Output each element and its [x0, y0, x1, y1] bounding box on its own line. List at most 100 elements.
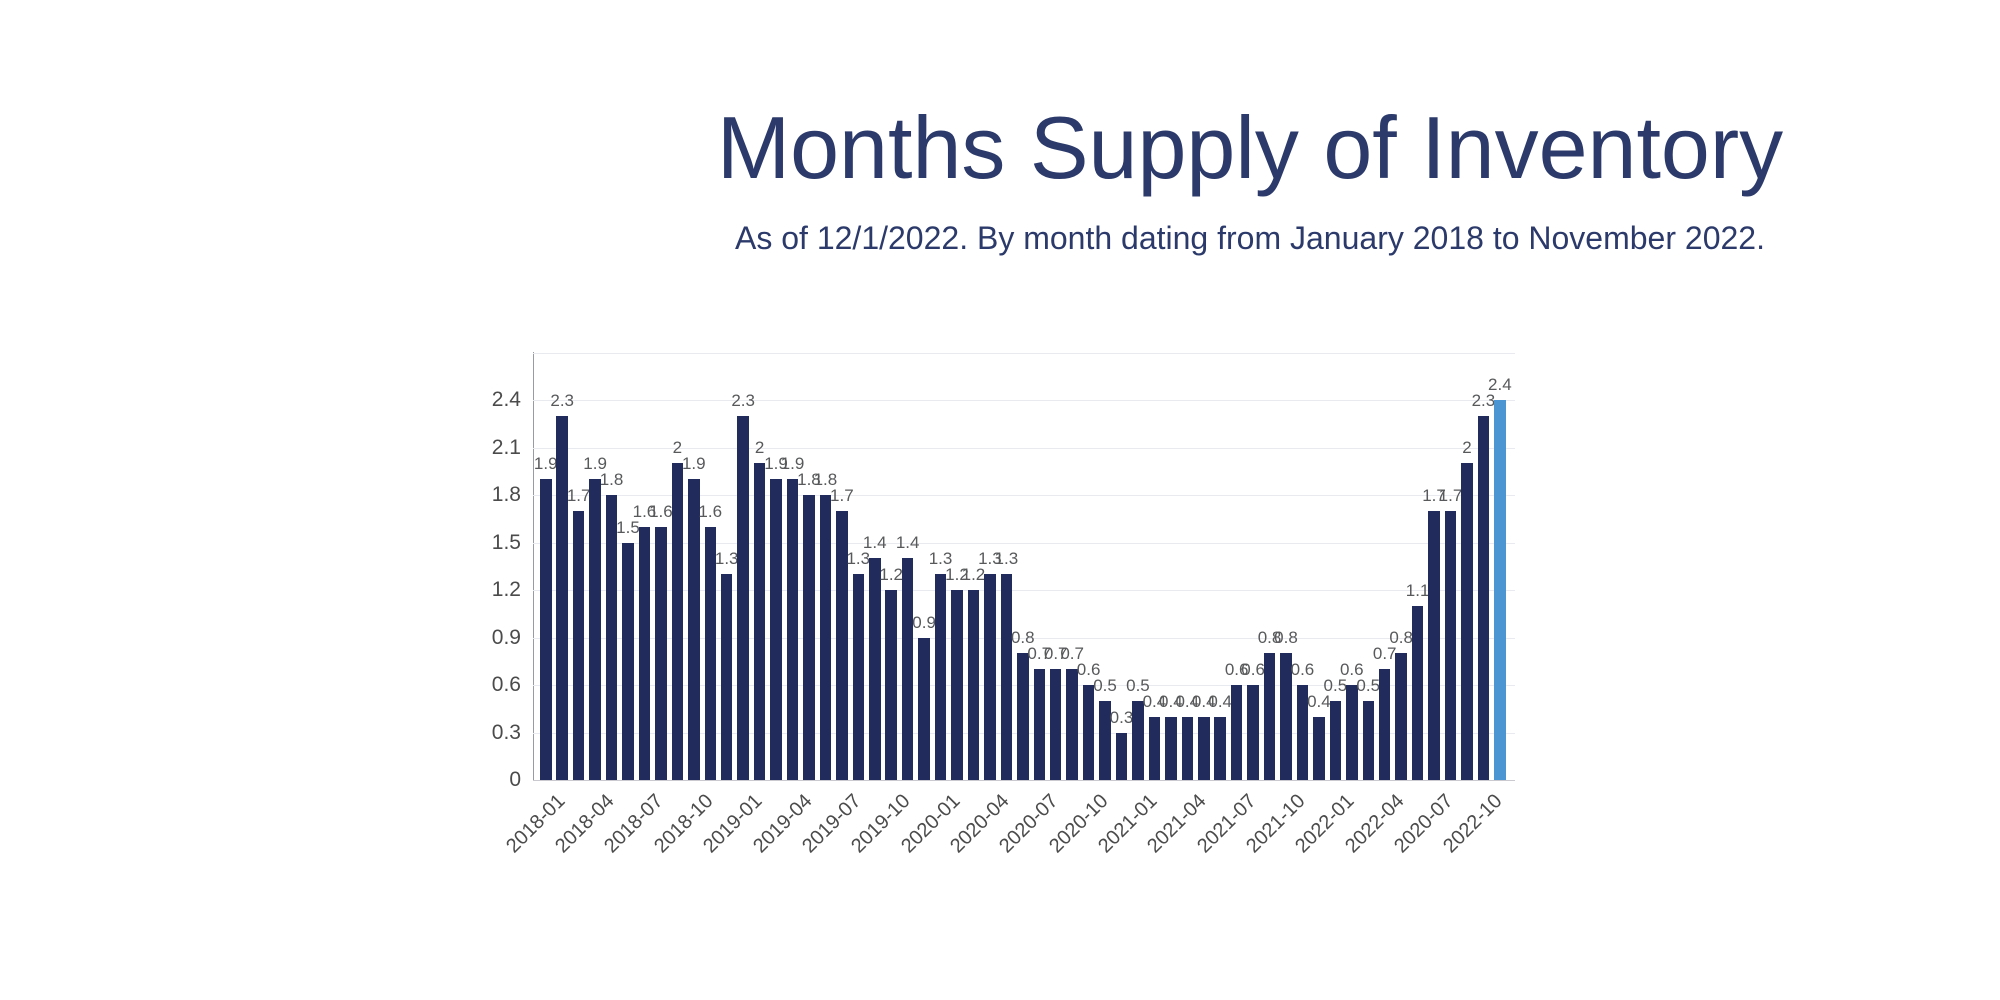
bar — [1066, 669, 1078, 780]
bar-value-label: 1.7 — [1438, 485, 1463, 505]
bar-value-label: 1.3 — [714, 549, 739, 569]
bar-value-label: 2 — [754, 438, 765, 458]
bar — [1099, 700, 1111, 780]
bar-value-label: 0.5 — [1323, 675, 1348, 695]
gridline — [533, 352, 1515, 354]
bar-value-label: 1.2 — [945, 565, 969, 584]
bar-value-label: 0.5 — [1093, 675, 1117, 695]
bar — [556, 415, 568, 780]
bar — [638, 526, 651, 780]
bar — [1082, 685, 1095, 780]
bar — [1411, 605, 1424, 780]
bar-value-label: 0.8 — [1010, 628, 1035, 648]
bar — [786, 479, 799, 780]
bar-value-label: 1.4 — [895, 533, 920, 553]
bar — [1494, 400, 1506, 780]
bar-value-label: 0.4 — [1142, 691, 1167, 711]
gridline — [533, 447, 1515, 449]
gridline — [533, 495, 1515, 496]
bar — [984, 574, 996, 780]
bar — [1428, 510, 1440, 780]
y-axis-tick-label: 1.2 — [491, 578, 521, 601]
bar — [572, 510, 585, 780]
bar-value-label: 0.4 — [1307, 691, 1331, 711]
bar-value-label: 1.7 — [566, 485, 591, 505]
bar-value-label: 0.5 — [1126, 675, 1150, 695]
bar-value-label: 0.4 — [1159, 691, 1183, 711]
bar — [951, 590, 963, 780]
bar — [1115, 732, 1128, 780]
bar-value-label: 1.9 — [780, 454, 805, 474]
bar — [770, 479, 782, 780]
bar — [1165, 716, 1177, 780]
bar-value-label: 0.7 — [1043, 644, 1068, 664]
bar-value-label: 1.2 — [961, 565, 986, 584]
bar — [1444, 510, 1457, 780]
bar-value-label: 1.8 — [599, 470, 624, 489]
bar-value-label: 1.9 — [533, 454, 558, 474]
bar-value-label: 0.6 — [1290, 660, 1315, 679]
y-axis-tick-label: 2.1 — [491, 435, 521, 459]
bar-value-label: 2 — [1462, 438, 1472, 458]
bar — [1049, 669, 1062, 780]
gridline — [533, 637, 1515, 639]
bar — [869, 558, 881, 780]
bar-value-label: 1.3 — [928, 549, 953, 569]
bar-value-label: 1.3 — [978, 549, 1002, 569]
bar — [753, 463, 766, 780]
bar — [1000, 574, 1013, 780]
bar-value-label: 0.5 — [1356, 675, 1381, 695]
bar-value-label: 2.3 — [1471, 390, 1496, 410]
y-axis-tick-label: 0 — [509, 768, 521, 791]
bar — [901, 558, 914, 780]
bar-value-label: 0.8 — [1274, 628, 1298, 648]
bar — [1280, 653, 1292, 780]
bar — [1033, 669, 1045, 780]
bar-value-label: 0.6 — [1224, 660, 1249, 679]
y-axis-tick-label: 0.3 — [491, 720, 521, 744]
bar — [803, 495, 815, 780]
bar-value-label: 1.7 — [1422, 485, 1446, 505]
bar-value-label: 0.8 — [1389, 628, 1413, 648]
chart-title: Months Supply of Inventory — [716, 98, 1784, 197]
bar — [704, 526, 716, 780]
bar-value-label: 1.9 — [681, 454, 706, 474]
bar-value-label: 0.4 — [1175, 691, 1200, 711]
bar — [1461, 463, 1473, 780]
bar — [1017, 653, 1029, 780]
bar — [1247, 685, 1259, 780]
bar-value-label: 0.7 — [1060, 644, 1084, 664]
bar-value-label: 0.6 — [1076, 660, 1101, 679]
bar — [1214, 716, 1226, 780]
bar-value-label: 1.3 — [846, 549, 871, 569]
bar — [1362, 700, 1374, 780]
bar — [1263, 653, 1276, 780]
bar — [836, 510, 848, 780]
bar-value-label: 0.8 — [1257, 628, 1282, 648]
bar — [852, 574, 865, 780]
y-axis-tick-label: 0.9 — [491, 625, 521, 649]
bar-value-label: 2 — [672, 438, 683, 458]
bar-value-label: 1.2 — [879, 565, 903, 584]
bar — [720, 574, 733, 780]
bar — [1148, 716, 1161, 780]
bar-value-label: 1.3 — [994, 549, 1019, 569]
bar-value-label: 2.3 — [731, 390, 755, 410]
bar-value-label: 1.6 — [649, 501, 673, 521]
bar — [540, 479, 552, 780]
bar-value-label: 1.8 — [797, 470, 821, 489]
y-axis-tick-label: 2.4 — [491, 388, 521, 411]
bar — [1198, 716, 1210, 780]
y-axis-tick-label: 0.6 — [491, 673, 521, 696]
y-axis-tick-label: 1.8 — [491, 483, 521, 506]
y-axis-line — [533, 352, 534, 780]
bar — [967, 590, 980, 780]
bar-value-label: 1.7 — [830, 485, 854, 505]
bar-value-label: 1.4 — [862, 533, 887, 553]
bar-value-label: 1.9 — [764, 454, 788, 474]
bar-value-label: 0.6 — [1339, 660, 1364, 679]
bar — [918, 637, 930, 780]
bar-value-label: 1.9 — [583, 454, 607, 474]
bar — [885, 590, 897, 780]
